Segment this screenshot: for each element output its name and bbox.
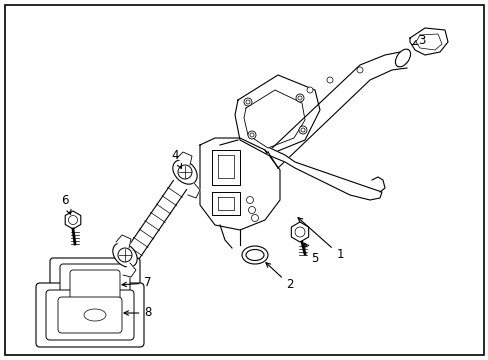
Text: 2: 2: [265, 263, 293, 292]
FancyBboxPatch shape: [60, 264, 130, 306]
Circle shape: [248, 207, 255, 213]
FancyBboxPatch shape: [50, 258, 140, 312]
Circle shape: [251, 215, 258, 221]
FancyBboxPatch shape: [46, 290, 134, 340]
Ellipse shape: [395, 49, 410, 67]
Circle shape: [244, 98, 251, 106]
Polygon shape: [116, 235, 131, 248]
Text: 6: 6: [61, 194, 71, 214]
Polygon shape: [187, 183, 200, 198]
FancyBboxPatch shape: [36, 283, 143, 347]
Circle shape: [326, 77, 332, 83]
Polygon shape: [212, 150, 240, 185]
Polygon shape: [212, 192, 240, 215]
Polygon shape: [177, 152, 192, 165]
Circle shape: [295, 94, 304, 102]
Circle shape: [306, 87, 312, 93]
Ellipse shape: [84, 309, 106, 321]
Polygon shape: [235, 75, 319, 155]
Circle shape: [245, 100, 249, 104]
Text: 5: 5: [304, 243, 318, 265]
Polygon shape: [409, 28, 447, 55]
Polygon shape: [267, 148, 381, 200]
Polygon shape: [123, 263, 136, 277]
FancyBboxPatch shape: [58, 297, 122, 333]
Ellipse shape: [245, 249, 264, 261]
Circle shape: [298, 126, 306, 134]
Circle shape: [249, 133, 253, 137]
Text: 4: 4: [171, 149, 181, 168]
Text: 3: 3: [412, 33, 425, 46]
Text: 8: 8: [124, 306, 151, 320]
Circle shape: [297, 96, 302, 100]
Circle shape: [294, 227, 305, 237]
Circle shape: [301, 128, 305, 132]
Circle shape: [246, 197, 253, 203]
Ellipse shape: [242, 246, 267, 264]
Circle shape: [178, 165, 192, 179]
Polygon shape: [200, 138, 280, 230]
Circle shape: [118, 248, 132, 262]
FancyBboxPatch shape: [70, 270, 120, 300]
Circle shape: [356, 67, 362, 73]
Text: 7: 7: [122, 276, 151, 289]
Circle shape: [68, 216, 77, 225]
Ellipse shape: [113, 243, 137, 267]
Circle shape: [247, 131, 256, 139]
Text: 1: 1: [297, 218, 343, 261]
Ellipse shape: [172, 160, 197, 184]
